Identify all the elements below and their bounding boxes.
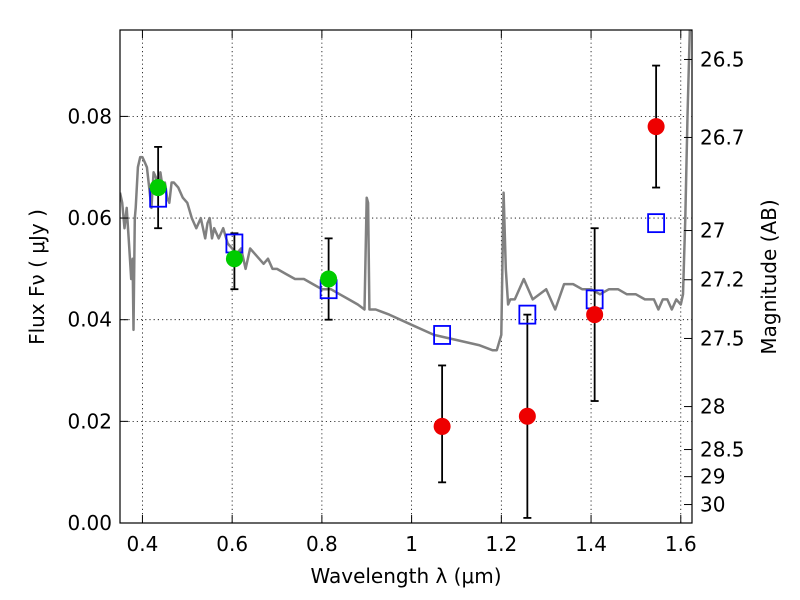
y-tick-label: 0.08 bbox=[67, 104, 112, 128]
mag-tick-label: 26.7 bbox=[700, 125, 745, 149]
x-tick-label: 1.4 bbox=[575, 532, 607, 556]
right-axis-title: Magnitude (AB) bbox=[757, 199, 781, 354]
y-tick-label: 0.06 bbox=[67, 206, 112, 230]
model-square-marker bbox=[433, 325, 452, 345]
mag-tick-label: 28 bbox=[700, 395, 725, 419]
data-point-marker bbox=[518, 407, 536, 425]
x-tick-label: 1.2 bbox=[485, 532, 517, 556]
mag-tick-label: 27.5 bbox=[700, 326, 745, 350]
y-tick-label: 0.04 bbox=[67, 308, 112, 332]
mag-tick-label: 26.5 bbox=[700, 47, 745, 71]
data-point-marker bbox=[149, 179, 167, 197]
y-axis-title: Flux Fν ( μJy ) bbox=[25, 209, 49, 345]
x-tick-label: 0.8 bbox=[306, 532, 338, 556]
mag-tick-label: 27.2 bbox=[700, 268, 745, 292]
model-spectrum-line bbox=[120, 30, 692, 352]
y-tick-label: 0.00 bbox=[67, 511, 112, 535]
plot-background bbox=[120, 30, 692, 523]
data-point-marker bbox=[320, 270, 338, 288]
model-square-marker bbox=[518, 304, 537, 325]
data-point-marker bbox=[433, 417, 451, 435]
plot-frame bbox=[119, 29, 693, 524]
data-point-marker bbox=[225, 250, 243, 268]
mag-tick-label: 27 bbox=[700, 219, 725, 243]
x-tick-label: 1 bbox=[405, 532, 418, 556]
y-tick-label: 0.02 bbox=[67, 409, 112, 433]
data-point-marker bbox=[586, 306, 604, 324]
axis-ticks: 0.4 0.6 0.8 1 1.2 1.4 1.6 0.00 0.02 0.04 0.06 0.08 2… bbox=[67, 30, 745, 556]
mag-tick-label: 29 bbox=[700, 465, 725, 489]
mag-tick-label: 28.5 bbox=[700, 438, 745, 462]
model-spectrum bbox=[120, 30, 692, 352]
x-tick-label: 0.4 bbox=[127, 532, 159, 556]
data-point-marker bbox=[647, 118, 665, 136]
x-tick-label: 0.6 bbox=[216, 532, 248, 556]
x-axis-title: Wavelength λ (μm) bbox=[310, 564, 501, 588]
model-square-marker bbox=[647, 213, 666, 234]
data-markers bbox=[149, 118, 666, 435]
x-tick-label: 1.6 bbox=[665, 532, 697, 556]
mag-tick-label: 30 bbox=[700, 493, 725, 517]
